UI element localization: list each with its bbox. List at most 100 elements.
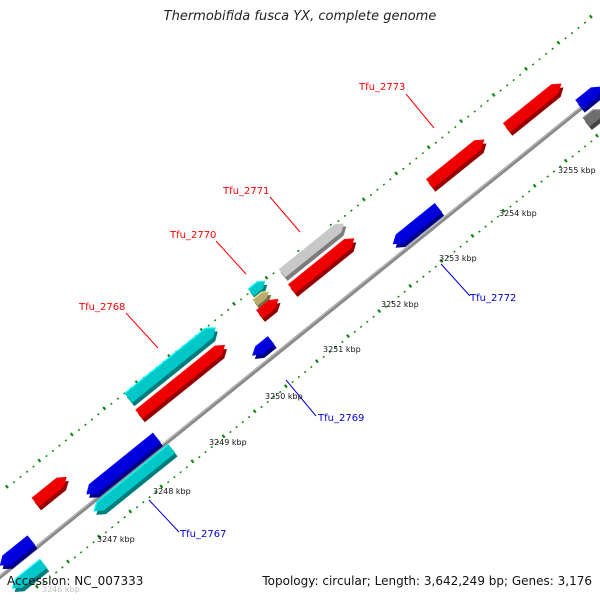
minor-tick [148,496,151,499]
minor-tick [583,145,587,148]
gene-tfu-2773-b[interactable] [502,83,564,136]
tick-label: 3255 kbp [558,166,596,175]
minor-tick [303,370,307,374]
gene-tfu-2773-a-highlight [425,139,485,181]
minor-tick [499,89,502,92]
gene-label-tfu-2768[interactable]: Tfu_2768 [78,302,125,313]
gene-tfu-2770-b-body [252,291,270,306]
minor-tick [538,57,541,61]
minor-tick [198,455,201,459]
tick-label: 3250 kbp [265,392,303,401]
gene-left-blue[interactable] [0,535,38,570]
minor-tick [247,415,251,419]
gene-tfu-2768-a-highlight [124,327,216,394]
gene-tfu-2771-a[interactable] [278,222,347,281]
gene-tfu-2768-a[interactable] [124,327,218,407]
gene-left-red[interactable] [31,476,69,511]
minor-tick [210,445,214,449]
gene-tfu-2767-b[interactable] [93,443,178,515]
major-tick [394,171,399,176]
gene-right-blue-body [575,87,600,110]
gene-tfu-2772-highlight [392,203,436,245]
minor-tick [90,418,94,421]
major-tick [426,145,431,150]
gene-label-tfu-2770[interactable]: Tfu_2770 [169,230,216,241]
gene-tfu-2772[interactable] [392,203,445,248]
gene-tfu-2770-a[interactable] [247,280,268,300]
major-tick [4,484,9,489]
minor-tick [558,165,562,168]
gene-tfu-2767-a-highlight [86,432,154,495]
minor-tick [246,292,249,296]
gene-tfu-2770-c[interactable] [256,298,281,322]
gene-tfu-2767-a[interactable] [86,432,164,498]
major-tick [459,119,464,124]
minor-tick [73,556,77,559]
gene-left-red-highlight [31,476,67,499]
gene-left-cyan-highlight [11,558,41,589]
label-leader-line [148,499,180,533]
gene-tfu-2768-b-body [135,345,225,419]
gene-right-blue[interactable] [575,86,600,113]
gene-tfu-2769[interactable] [252,336,277,360]
major-tick [69,432,74,437]
minor-tick [116,397,120,400]
gene-right-darkgray[interactable] [582,109,600,131]
major-tick [102,406,107,411]
gene-tfu-2768-b-highlight [135,344,225,411]
minor-tick [322,355,326,359]
minor-tick [465,240,469,243]
minor-tick [207,324,210,327]
minor-tick [166,480,170,484]
minor-tick [86,546,89,549]
major-tick [439,258,444,263]
minor-tick [185,465,189,469]
major-tick [532,183,537,188]
gene-label-tfu-2769[interactable]: Tfu_2769 [317,413,364,424]
gene-label-tfu-2767[interactable]: Tfu_2767 [179,529,226,540]
major-tick [501,208,506,213]
gene-left-red-body [31,477,67,507]
minor-tick [428,270,431,273]
minor-tick [220,313,223,317]
gene-label-tfu-2773[interactable]: Tfu_2773 [358,82,405,93]
minor-tick [515,200,518,203]
gene-left-blue-body [0,535,36,566]
gene-tfu-2768-b[interactable] [135,344,228,423]
gene-label-tfu-2771[interactable]: Tfu_2771 [222,186,269,197]
major-tick [190,459,195,464]
minor-tick [422,275,425,278]
minor-tick [45,454,48,458]
major-tick [128,509,133,514]
gene-tfu-2767-b-body [94,444,176,512]
minor-tick [490,220,494,223]
gene-tfu-2771-b[interactable] [288,238,357,297]
minor-tick [415,280,419,283]
tick-label: 3251 kbp [323,345,361,354]
gene-tfu-2770-b[interactable] [252,290,272,310]
gene-tfu-2772-body [393,203,443,245]
minor-tick [239,298,243,301]
gene-tfu-2771-b-body [288,238,355,294]
minor-tick [61,566,64,569]
minor-tick [328,350,332,354]
minor-tick [479,104,483,108]
minor-tick [403,290,406,293]
minor-tick [97,413,100,416]
minor-tick [51,449,55,453]
minor-tick [110,402,113,406]
gene-label-tfu-2772[interactable]: Tfu_2772 [469,293,516,304]
tick-label: 3247 kbp [97,535,135,544]
minor-tick [384,305,388,309]
minor-tick [204,450,207,454]
genome-summary-text: Topology: circular; Length: 3,642,249 bp… [262,574,592,588]
gene-right-darkgray-highlight [582,109,600,119]
minor-tick [353,330,357,334]
gene-label-leaders [125,93,471,533]
gene-tfu-2773-a[interactable] [425,139,487,192]
minor-tick [366,320,369,324]
gene-left-blue-highlight [0,535,29,566]
tick-label: 3248 kbp [153,487,191,496]
gene-left-cyan[interactable] [11,558,50,593]
minor-tick [583,21,587,24]
